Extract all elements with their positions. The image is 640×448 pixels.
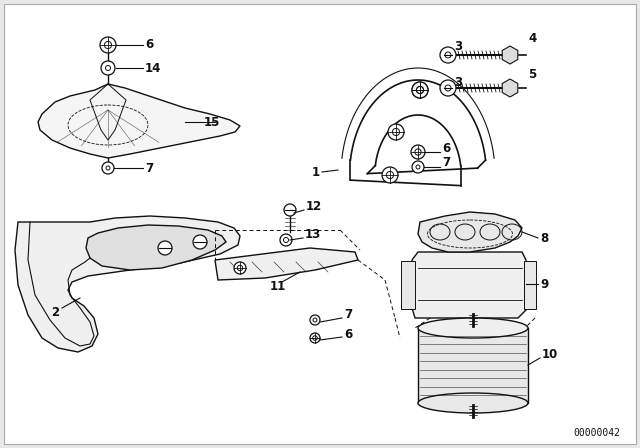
Circle shape xyxy=(106,65,111,70)
FancyBboxPatch shape xyxy=(401,261,415,309)
Circle shape xyxy=(310,315,320,325)
Circle shape xyxy=(102,162,114,174)
Polygon shape xyxy=(15,216,240,352)
Circle shape xyxy=(280,234,292,246)
Text: 3: 3 xyxy=(454,76,462,89)
Text: 9: 9 xyxy=(540,277,548,290)
Circle shape xyxy=(412,161,424,173)
Text: 2: 2 xyxy=(51,306,59,319)
FancyBboxPatch shape xyxy=(524,261,536,309)
Polygon shape xyxy=(38,84,240,158)
Text: 12: 12 xyxy=(306,201,323,214)
Polygon shape xyxy=(86,225,226,270)
Text: 7: 7 xyxy=(145,161,153,175)
Text: 7: 7 xyxy=(344,309,352,322)
Text: 7: 7 xyxy=(442,155,450,168)
Circle shape xyxy=(100,37,116,53)
FancyBboxPatch shape xyxy=(418,328,528,403)
Circle shape xyxy=(310,333,320,343)
Ellipse shape xyxy=(418,318,528,338)
Text: 3: 3 xyxy=(454,40,462,53)
Circle shape xyxy=(411,145,425,159)
Circle shape xyxy=(234,262,246,274)
Circle shape xyxy=(382,167,398,183)
Circle shape xyxy=(440,47,456,63)
Polygon shape xyxy=(412,252,526,318)
Circle shape xyxy=(284,204,296,216)
Circle shape xyxy=(445,85,451,91)
Text: 15: 15 xyxy=(204,116,220,129)
Ellipse shape xyxy=(418,393,528,413)
Circle shape xyxy=(193,235,207,249)
Text: 4: 4 xyxy=(528,31,536,44)
Circle shape xyxy=(313,318,317,322)
Polygon shape xyxy=(215,248,358,280)
Text: 00000042: 00000042 xyxy=(573,428,620,438)
Polygon shape xyxy=(502,46,518,64)
Polygon shape xyxy=(418,212,522,252)
Text: 10: 10 xyxy=(542,349,558,362)
Circle shape xyxy=(284,237,289,242)
Text: 14: 14 xyxy=(145,61,161,74)
Circle shape xyxy=(106,166,110,170)
Circle shape xyxy=(412,82,428,98)
Text: 6: 6 xyxy=(145,39,153,52)
Circle shape xyxy=(412,82,428,98)
Text: 6: 6 xyxy=(442,142,451,155)
Circle shape xyxy=(388,124,404,140)
Text: 8: 8 xyxy=(540,232,548,245)
Text: 1: 1 xyxy=(312,165,320,178)
Circle shape xyxy=(101,61,115,75)
Polygon shape xyxy=(502,79,518,97)
Circle shape xyxy=(158,241,172,255)
Text: 6: 6 xyxy=(344,327,352,340)
Text: 11: 11 xyxy=(270,280,286,293)
Circle shape xyxy=(445,52,451,58)
FancyBboxPatch shape xyxy=(4,4,636,444)
Circle shape xyxy=(440,80,456,96)
Text: 13: 13 xyxy=(305,228,321,241)
Circle shape xyxy=(416,165,420,169)
Text: 5: 5 xyxy=(528,69,536,82)
